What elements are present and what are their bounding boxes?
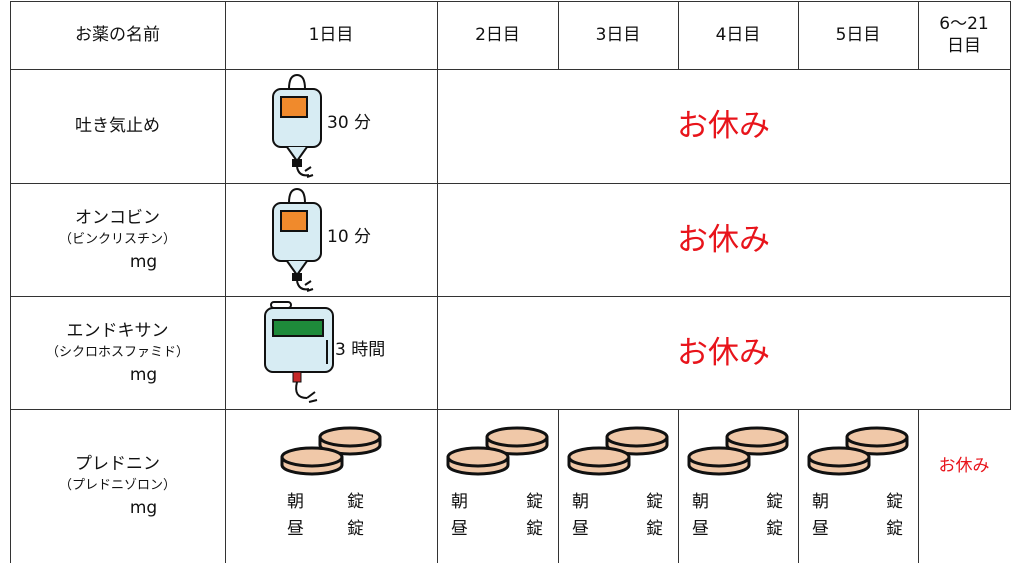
tablet-icon	[803, 425, 913, 481]
generic-name: （シクロホスファミド）	[45, 344, 189, 360]
drug-name-cell: オンコビン （ビンクリスチン） mg	[10, 183, 225, 296]
unit: mg	[129, 364, 158, 385]
generic-name: （ビンクリスチン）	[58, 231, 176, 247]
border-line	[678, 409, 679, 563]
rest-label: お休み	[938, 456, 990, 476]
dose-label: 錠	[646, 519, 663, 539]
header-text: 日目	[947, 36, 981, 56]
header-cell: お薬の名前	[10, 1, 225, 69]
rest-cell: お休み	[437, 69, 1010, 183]
dose-label: 昼	[812, 519, 829, 539]
drug-name: 吐き気止め	[75, 116, 160, 136]
header-cell: 5日目	[798, 1, 918, 69]
dose-label: 錠	[766, 492, 783, 512]
dose-label: 朝	[287, 492, 304, 512]
drug-name-cell: エンドキサン （シクロホスファミド） mg	[10, 296, 225, 409]
header-cell: 2日目	[437, 1, 558, 69]
dose-label: 昼	[692, 519, 709, 539]
header-text: 4日目	[715, 25, 761, 45]
dose-label: 錠	[526, 492, 543, 512]
iv-bag-icon	[269, 71, 325, 179]
iv-bag-icon-svg	[272, 73, 322, 178]
header-cell: 3日目	[558, 1, 678, 69]
dose-label: 錠	[526, 519, 543, 539]
dose-label: 朝	[692, 492, 709, 512]
tablet-icon-svg	[567, 426, 669, 476]
dose-label: 錠	[347, 519, 364, 539]
rest-cell: お休み	[437, 296, 1010, 409]
infusion-time: 3 時間	[335, 339, 386, 360]
tablet-icon	[683, 425, 793, 481]
border-line	[918, 1, 919, 69]
rest-label: お休み	[677, 108, 770, 144]
dose-label: 昼	[451, 519, 468, 539]
border-line	[10, 1, 11, 563]
drug-name: プレドニン	[75, 454, 160, 474]
border-line	[437, 1, 438, 563]
tablet-icon	[442, 425, 553, 481]
dose-label: 朝	[572, 492, 589, 512]
rest-cell: お休み	[437, 183, 1010, 296]
border-line	[918, 409, 919, 563]
infusion-time: 10 分	[327, 226, 372, 247]
border-line	[225, 1, 226, 563]
iv-bag-icon	[269, 185, 325, 293]
border-line	[10, 1, 1011, 2]
border-line	[10, 69, 1011, 70]
header-cell: 4日目	[678, 1, 798, 69]
border-line	[798, 409, 799, 563]
header-cell: 6〜21 日目	[918, 1, 1010, 69]
dose-label: 錠	[646, 492, 663, 512]
dose-label: 錠	[347, 492, 364, 512]
border-line	[558, 1, 559, 69]
tablet-icon	[276, 425, 386, 481]
iv-bag-icon-svg	[272, 187, 322, 292]
header-text: 1日目	[308, 25, 354, 45]
infusion-time: 30 分	[327, 113, 372, 133]
drug-name: エンドキサン	[66, 320, 169, 341]
dose-label: 昼	[572, 519, 589, 539]
generic-name: （プレドニゾロン）	[58, 478, 176, 493]
tablet-icon	[563, 425, 673, 481]
header-text: 6〜21	[939, 14, 989, 34]
header-cell: 1日目	[225, 1, 437, 69]
rest-cell: お休み	[918, 409, 1010, 523]
drug-name-cell: プレドニン （プレドニゾロン） mg	[10, 409, 225, 563]
dose-label: 錠	[886, 492, 903, 512]
header-text: 5日目	[835, 25, 881, 45]
rest-label: お休み	[677, 334, 770, 371]
dose-label: 錠	[766, 519, 783, 539]
rest-label: お休み	[677, 221, 770, 258]
border-line	[10, 409, 1011, 410]
border-line	[558, 409, 559, 563]
unit: mg	[129, 498, 158, 518]
drug-name: オンコビン	[75, 207, 160, 228]
tablet-icon-svg	[807, 426, 909, 476]
header-text: 3日目	[595, 25, 641, 45]
unit: mg	[129, 251, 158, 272]
header-text: 2日目	[475, 25, 520, 45]
dose-label: 朝	[451, 492, 468, 512]
pump-icon	[263, 300, 337, 406]
pump-icon-svg	[264, 301, 334, 403]
border-line	[10, 183, 1011, 184]
border-line	[798, 1, 799, 69]
tablet-icon-svg	[687, 426, 789, 476]
border-line	[10, 296, 1011, 297]
tablet-icon-svg	[446, 426, 549, 476]
border-line	[678, 1, 679, 69]
dose-label: 朝	[812, 492, 829, 512]
dose-label: 昼	[287, 519, 304, 539]
header-text: お薬の名前	[75, 25, 160, 45]
border-line	[1010, 1, 1011, 409]
dose-label: 錠	[886, 519, 903, 539]
tablet-icon-svg	[280, 426, 382, 476]
drug-name-cell: 吐き気止め	[10, 69, 225, 183]
